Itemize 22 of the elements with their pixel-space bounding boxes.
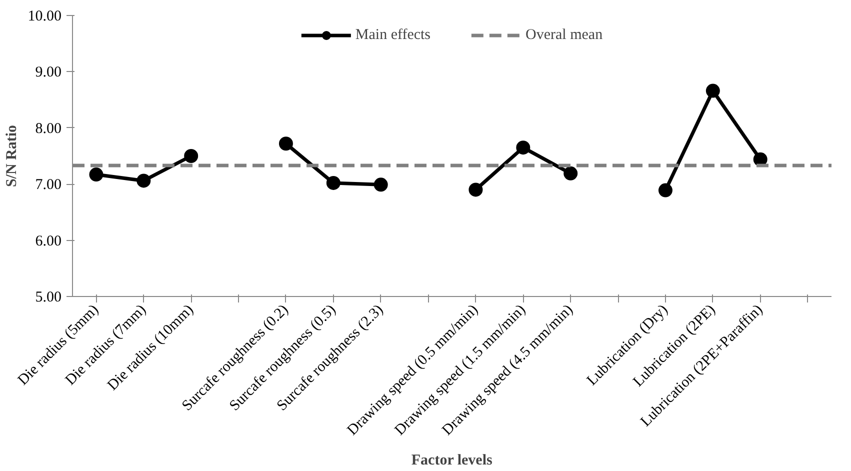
y-tick-label: 8.00 — [35, 120, 62, 137]
point — [89, 168, 104, 182]
point — [658, 183, 672, 198]
point — [136, 174, 151, 188]
y-tick-label: 9.00 — [35, 64, 62, 81]
y-tick-label: 7.00 — [35, 177, 62, 194]
legend-label: Overal mean — [526, 26, 603, 44]
point — [374, 178, 388, 192]
y-axis-title: S/N Ratio — [4, 124, 20, 188]
point — [326, 176, 340, 190]
x-axis-title: Factor levels — [411, 452, 492, 468]
point — [753, 152, 768, 166]
y-tick-label: 6.00 — [35, 233, 62, 250]
legend-label: Main effects — [355, 26, 431, 44]
point — [278, 136, 293, 151]
point — [564, 166, 578, 180]
y-tick-label: 5.00 — [35, 290, 62, 306]
point — [516, 140, 530, 155]
point — [706, 84, 720, 98]
point — [184, 149, 198, 163]
y-tick-label: 10.00 — [28, 8, 62, 24]
point — [468, 182, 483, 197]
